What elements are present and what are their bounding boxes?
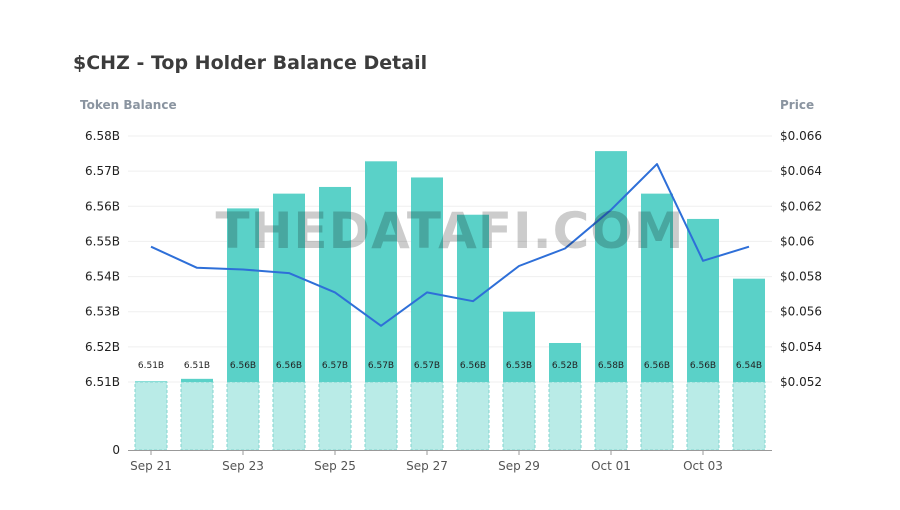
- bar-base: [548, 381, 582, 451]
- bar-value-label: 6.56B: [276, 361, 302, 371]
- bar: [733, 278, 765, 382]
- left-tick-label: 6.54B: [85, 270, 120, 284]
- bar: [549, 342, 581, 382]
- right-tick-label: $0.066: [780, 129, 822, 143]
- bar-base: [134, 381, 168, 451]
- bar: [319, 186, 351, 382]
- right-tick-label: $0.054: [780, 340, 822, 354]
- bar: [273, 193, 305, 382]
- axes: 6.51B 6.52B 6.53B 6.54B 6.55B 6.56B 6.57B 6.58B…: [85, 129, 822, 473]
- x-tick-label: Oct 01: [591, 459, 631, 473]
- bar-base: [272, 381, 306, 451]
- x-tick-label: Oct 03: [683, 459, 723, 473]
- left-tick-label: 6.55B: [85, 234, 120, 248]
- bar: [365, 161, 397, 382]
- right-tick-label: $0.056: [780, 305, 822, 319]
- bar-value-label: 6.57B: [322, 361, 348, 371]
- right-axis-title: Price: [780, 98, 814, 112]
- bar: [181, 378, 213, 382]
- bar-base: [410, 381, 444, 451]
- bar-series: [134, 151, 766, 451]
- bar-base: [318, 381, 352, 451]
- left-tick-label: 6.56B: [85, 199, 120, 213]
- bar-base: [180, 381, 214, 451]
- bar-value-label: 6.56B: [690, 361, 716, 371]
- bar-value-label: 6.53B: [506, 361, 532, 371]
- x-tick-label: Sep 29: [498, 459, 540, 473]
- right-tick-label: $0.058: [780, 270, 822, 284]
- chart-title: $CHZ - Top Holder Balance Detail: [73, 52, 427, 74]
- bar-base: [364, 381, 398, 451]
- bar-base: [502, 381, 536, 451]
- right-tick-label: $0.064: [780, 164, 822, 178]
- bar-value-label: 6.57B: [368, 361, 394, 371]
- left-tick-label: 6.51B: [85, 375, 120, 389]
- right-tick-label: $0.06: [780, 234, 814, 248]
- left-tick-label-zero: 0: [112, 443, 120, 457]
- left-axis-title: Token Balance: [80, 98, 177, 112]
- x-tick-label: Sep 23: [222, 459, 264, 473]
- bar-value-label: 6.51B: [138, 361, 164, 371]
- bar: [595, 151, 627, 382]
- price-series: [150, 163, 750, 327]
- watermark: THEDATAFI.COM: [215, 202, 684, 260]
- bar: [135, 381, 167, 382]
- bar-base: [594, 381, 628, 451]
- bar-value-label: 6.57B: [414, 361, 440, 371]
- x-tick-label: Sep 27: [406, 459, 448, 473]
- bar-value-label: 6.56B: [460, 361, 486, 371]
- left-tick-label: 6.53B: [85, 305, 120, 319]
- bar-base: [686, 381, 720, 451]
- x-tick-label: Sep 21: [130, 459, 172, 473]
- right-tick-label: $0.052: [780, 375, 822, 389]
- bar-value-label: 6.54B: [736, 361, 762, 371]
- price-line: [150, 163, 750, 327]
- bar-base: [732, 381, 766, 451]
- x-tick-label: Sep 25: [314, 459, 356, 473]
- bar: [687, 218, 719, 382]
- bar-value-label: 6.56B: [230, 361, 256, 371]
- right-tick-label: $0.062: [780, 199, 822, 213]
- left-tick-label: 6.58B: [85, 129, 120, 143]
- bar: [641, 193, 673, 382]
- bar: [227, 208, 259, 382]
- bar-value-label: 6.51B: [184, 361, 210, 371]
- bar: [503, 311, 535, 382]
- bar-base: [640, 381, 674, 451]
- bar-base: [456, 381, 490, 451]
- bar-value-label: 6.52B: [552, 361, 578, 371]
- bar-base: [226, 381, 260, 451]
- bar-value-label: 6.56B: [644, 361, 670, 371]
- left-tick-label: 6.57B: [85, 164, 120, 178]
- bar-value-label: 6.58B: [598, 361, 624, 371]
- left-tick-label: 6.52B: [85, 340, 120, 354]
- bar-value-labels: 6.51B 6.51B 6.56B 6.56B 6.57B 6.57B 6.57B 6.56B…: [138, 361, 762, 371]
- bar: [411, 177, 443, 382]
